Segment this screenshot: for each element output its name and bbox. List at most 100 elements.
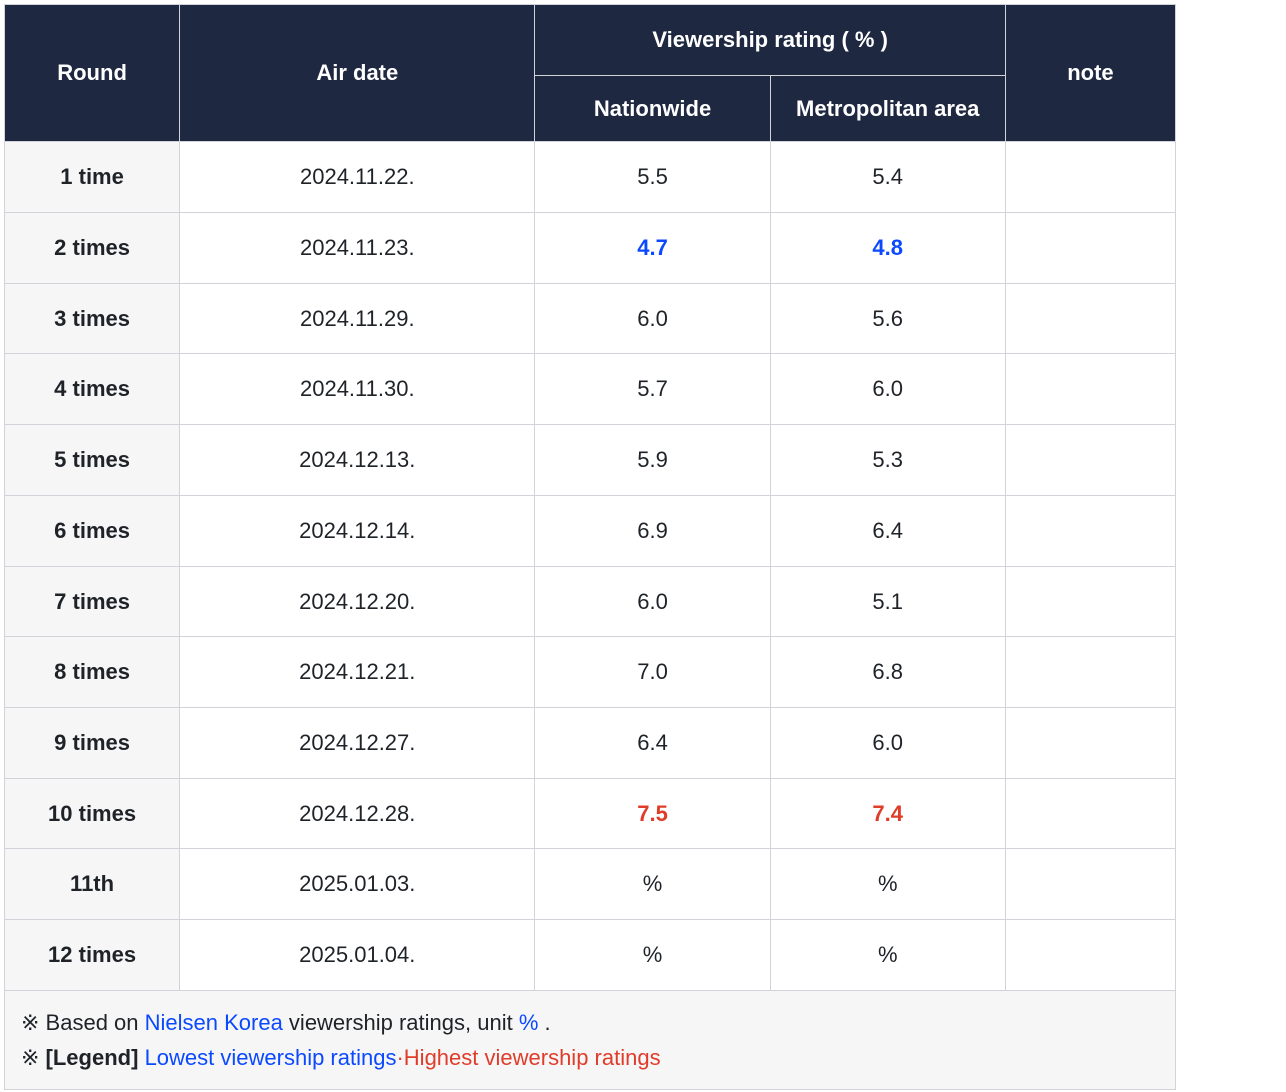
value-nationwide: 6.4 [637,730,668,755]
cell-metro: 5.4 [770,142,1005,213]
value-nationwide: 7.5 [637,801,668,826]
cell-metro: 5.3 [770,425,1005,496]
cell-airdate: 2024.12.27. [180,707,535,778]
value-nationwide: 5.9 [637,447,668,472]
cell-airdate: 2024.12.13. [180,425,535,496]
cell-note [1005,283,1175,354]
cell-nationwide: 5.9 [535,425,770,496]
cell-nationwide: 6.0 [535,283,770,354]
cell-note [1005,566,1175,637]
cell-metro: 6.0 [770,707,1005,778]
value-metro: 5.4 [872,164,903,189]
cell-metro: % [770,919,1005,990]
cell-round: 12 times [5,919,180,990]
cell-airdate: 2024.11.30. [180,354,535,425]
col-note: note [1005,5,1175,142]
cell-nationwide: % [535,849,770,920]
cell-metro: 6.0 [770,354,1005,425]
cell-nationwide: 6.9 [535,495,770,566]
value-metro: 7.4 [872,801,903,826]
cell-note [1005,707,1175,778]
footnote-text: . [538,1010,550,1035]
cell-nationwide: % [535,919,770,990]
table-row: 11th2025.01.03.%% [5,849,1176,920]
cell-round: 9 times [5,707,180,778]
cell-airdate: 2025.01.03. [180,849,535,920]
table-footnote: ※ Based on Nielsen Korea viewership rati… [5,990,1176,1089]
table-row: 4 times2024.11.30. 5.7 6.0 [5,354,1176,425]
cell-metro: 4.8 [770,213,1005,284]
nielsen-link[interactable]: Nielsen Korea [145,1010,283,1035]
value-metro: 6.0 [872,730,903,755]
table-row: 3 times2024.11.29.6.05.6 [5,283,1176,354]
cell-metro: 6.4 [770,495,1005,566]
cell-round: 11th [5,849,180,920]
percent-link[interactable]: % [519,1010,539,1035]
table-row: 5 times2024.12.13. 5.9 5.3 [5,425,1176,496]
value-metro: 6.0 [872,376,903,401]
ratings-table: Round Air date Viewership rating ( % ) n… [4,4,1176,1090]
cell-round: 4 times [5,354,180,425]
footnote-text: ※ Based on [21,1010,145,1035]
value-metro: 5.3 [872,447,903,472]
col-viewership-group: Viewership rating ( % ) [535,5,1005,76]
value-metro: 6.8 [872,659,903,684]
cell-airdate: 2024.12.21. [180,637,535,708]
table-row: 9 times2024.12.27. 6.4 6.0 [5,707,1176,778]
table-row: 8 times2024.12.21. 7.0 6.8 [5,637,1176,708]
table-row: 1 time2024.11.22. 5.5 5.4 [5,142,1176,213]
cell-airdate: 2024.11.22. [180,142,535,213]
cell-nationwide: 7.5 [535,778,770,849]
cell-note [1005,637,1175,708]
cell-nationwide: 4.7 [535,213,770,284]
cell-note [1005,425,1175,496]
cell-airdate: 2025.01.04. [180,919,535,990]
cell-round: 5 times [5,425,180,496]
cell-note [1005,849,1175,920]
value-nationwide: 6.0 [637,589,668,614]
legend-label: [Legend] [46,1045,139,1070]
cell-note [1005,495,1175,566]
cell-airdate: 2024.11.29. [180,283,535,354]
value-metro: % [878,942,898,967]
cell-round: 1 time [5,142,180,213]
col-airdate: Air date [180,5,535,142]
cell-note [1005,354,1175,425]
value-nationwide: 5.5 [637,164,668,189]
value-nationwide: 5.7 [637,376,668,401]
cell-nationwide: 5.7 [535,354,770,425]
cell-airdate: 2024.11.23. [180,213,535,284]
value-metro: 5.1 [872,589,903,614]
legend-lowest: Lowest viewership ratings [145,1045,397,1070]
table-row: 6 times2024.12.14.6.96.4 [5,495,1176,566]
table-row: 2 times2024.11.23.4.7 4.8 [5,213,1176,284]
table-row: 12 times2025.01.04.%% [5,919,1176,990]
cell-metro: 5.1 [770,566,1005,637]
legend-highest: Highest viewership ratings [404,1045,661,1070]
cell-round: 8 times [5,637,180,708]
cell-round: 7 times [5,566,180,637]
value-nationwide: 6.0 [637,306,668,331]
cell-round: 2 times [5,213,180,284]
table-row: 10 times2024.12.28.7.57.4 [5,778,1176,849]
cell-airdate: 2024.12.20. [180,566,535,637]
legend-separator: · [396,1045,403,1070]
footnote-text: ※ [21,1045,46,1070]
value-metro: 5.6 [872,306,903,331]
cell-nationwide: 6.0 [535,566,770,637]
cell-note [1005,919,1175,990]
col-nationwide: Nationwide [535,75,770,142]
value-metro: % [878,871,898,896]
col-metro: Metropolitan area [770,75,1005,142]
cell-note [1005,213,1175,284]
cell-metro: % [770,849,1005,920]
cell-round: 10 times [5,778,180,849]
footnote-text: viewership ratings, unit [283,1010,519,1035]
value-nationwide: 7.0 [637,659,668,684]
cell-round: 6 times [5,495,180,566]
table-row: 7 times2024.12.20. 6.0 5.1 [5,566,1176,637]
cell-nationwide: 6.4 [535,707,770,778]
cell-nationwide: 7.0 [535,637,770,708]
value-metro: 6.4 [872,518,903,543]
value-metro: 4.8 [872,235,903,260]
